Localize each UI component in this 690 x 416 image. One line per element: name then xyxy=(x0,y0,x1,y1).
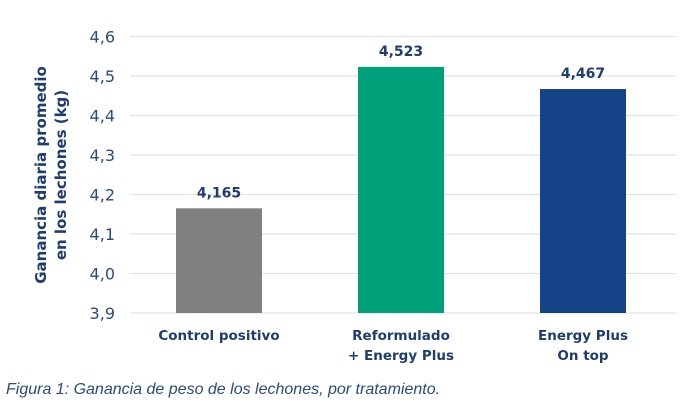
data-label: 4,165 xyxy=(197,185,241,201)
bar xyxy=(540,89,626,313)
figure-caption: Figura 1: Ganancia de peso de los lechon… xyxy=(6,381,441,398)
x-tick-label: Control positivo xyxy=(158,328,279,344)
y-tick-label: 4,4 xyxy=(90,107,115,126)
y-axis-title-line: Ganancia diaria promedio xyxy=(32,66,50,284)
y-tick-label: 4,0 xyxy=(90,265,115,284)
y-tick-label: 4,1 xyxy=(90,225,115,244)
y-tick-label: 4,6 xyxy=(90,28,115,47)
y-tick-label: 3,9 xyxy=(90,304,115,323)
x-tick-label: + Energy Plus xyxy=(348,348,454,364)
x-tick-label: Reformulado xyxy=(352,328,450,344)
y-tick-label: 4,5 xyxy=(90,67,115,86)
y-tick-label: 4,2 xyxy=(90,186,115,205)
x-tick-label: On top xyxy=(557,348,609,364)
data-label: 4,523 xyxy=(379,44,423,60)
bar xyxy=(176,208,262,313)
y-tick-label: 4,3 xyxy=(90,146,115,165)
bar xyxy=(358,66,444,313)
y-axis-title-line: en los lechones (kg) xyxy=(52,90,70,260)
y-axis-title: Ganancia diaria promedio en los lechones … xyxy=(32,66,70,284)
x-tick-label: Energy Plus xyxy=(538,328,628,344)
data-label: 4,467 xyxy=(561,66,605,82)
